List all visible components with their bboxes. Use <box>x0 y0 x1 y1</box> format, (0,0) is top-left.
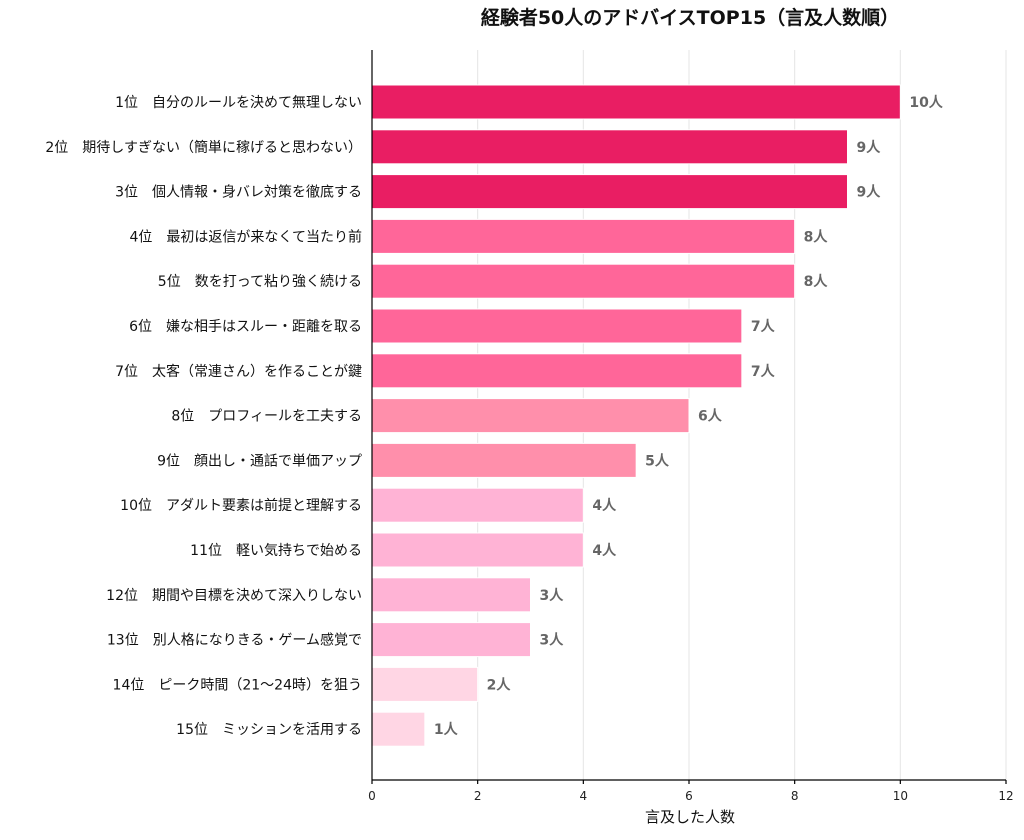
x-tick-label: 12 <box>998 789 1013 803</box>
data-label: 7人 <box>751 318 776 335</box>
x-axis-title: 言及した人数 <box>645 808 735 826</box>
bar <box>371 711 426 747</box>
x-tick-label: 6 <box>685 789 693 803</box>
category-label: 14位 ピーク時間（21〜24時）を狙う <box>113 677 362 693</box>
category-label: 11位 軽い気持ちで始める <box>190 543 362 559</box>
category-labels: 1位 自分のルールを決めて無理しない 2位 期待しすぎない（簡単に稼げると思わない… <box>45 95 362 738</box>
category-label: 4位 最初は返信が来なくて当たり前 <box>130 228 363 245</box>
chart-title: 経験者50人のアドバイスTOP15（言及人数順） <box>481 6 899 29</box>
bar <box>371 263 796 299</box>
category-label: 7位 太客（常連さん）を作ることが鍵 <box>115 363 362 380</box>
category-label: 2位 期待しすぎない（簡単に稼げると思わない） <box>45 140 362 156</box>
bar <box>371 577 531 613</box>
bar <box>371 308 743 344</box>
bar <box>371 353 743 389</box>
bar <box>371 442 637 478</box>
data-label: 7人 <box>751 363 776 380</box>
x-tick-label: 0 <box>368 789 376 803</box>
data-label: 3人 <box>540 587 565 604</box>
data-label: 8人 <box>804 228 829 245</box>
x-tick-label: 4 <box>580 789 588 803</box>
category-label: 3位 個人情報・身バレ対策を徹底する <box>115 184 362 201</box>
category-label: 15位 ミッションを活用する <box>176 722 362 738</box>
x-tick-labels: 0 2 4 6 8 10 12 <box>368 789 1013 803</box>
category-label: 9位 顔出し・通話で単価アップ <box>157 452 362 469</box>
category-label: 13位 別人格になりきる・ゲーム感覚で <box>107 632 362 649</box>
category-label: 12位 期間や目標を決めて深入りしない <box>106 588 362 604</box>
data-label: 5人 <box>645 452 670 469</box>
x-tick-label: 8 <box>791 789 799 803</box>
value-labels: 10人 9人 9人 8人 8人 7人 7人 6人 5人 4人 4人 3人 3人 2人 1人 <box>434 94 944 738</box>
bar <box>371 174 848 210</box>
data-label: 2人 <box>487 676 512 693</box>
category-label: 1位 自分のルールを決めて無理しない <box>115 95 362 111</box>
x-tick-label: 10 <box>893 789 908 803</box>
x-tick-label: 2 <box>474 789 482 803</box>
data-label: 10人 <box>909 94 943 111</box>
axes <box>371 50 1007 784</box>
bar <box>371 532 584 568</box>
data-label: 1人 <box>434 721 459 738</box>
data-label: 8人 <box>804 273 829 290</box>
data-label: 9人 <box>857 184 882 201</box>
bar <box>371 398 690 434</box>
data-label: 4人 <box>592 497 617 514</box>
bar <box>371 129 848 165</box>
category-label: 5位 数を打って粘り強く続ける <box>158 273 362 290</box>
data-label: 9人 <box>857 139 882 156</box>
bar <box>371 622 531 658</box>
bars <box>371 84 901 747</box>
data-label: 6人 <box>698 408 723 425</box>
bar <box>371 487 584 523</box>
bar <box>371 666 479 702</box>
data-label: 3人 <box>540 632 565 649</box>
category-label: 6位 嫌な相手はスルー・距離を取る <box>129 318 362 335</box>
category-label: 8位 プロフィールを工夫する <box>171 409 362 425</box>
bar <box>371 218 796 254</box>
category-label: 10位 アダルト要素は前提と理解する <box>120 497 362 514</box>
bar <box>371 84 901 120</box>
data-label: 4人 <box>592 542 617 559</box>
